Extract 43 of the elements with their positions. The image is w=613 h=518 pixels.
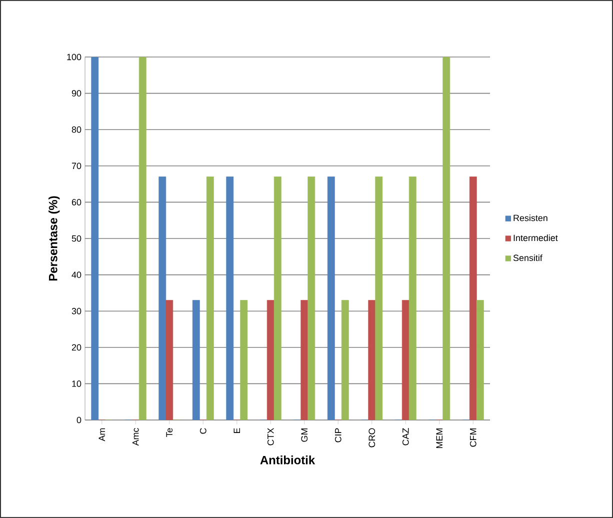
legend-label: Intermediet — [514, 234, 558, 242]
x-axis-title: Antibiotik — [260, 456, 316, 464]
y-tick-label: 90 — [72, 90, 82, 96]
y-tick-label: 60 — [72, 199, 82, 206]
bar — [158, 176, 166, 420]
bar — [274, 176, 282, 420]
bar — [240, 300, 248, 420]
x-tick-label: Amc — [132, 428, 139, 446]
y-tick-label: 40 — [72, 272, 82, 278]
x-tick-label: MEM — [436, 428, 442, 448]
y-tick-label: 10 — [72, 380, 82, 387]
x-tick-label: CAZ — [402, 428, 409, 446]
bar — [327, 176, 335, 420]
bar — [206, 176, 214, 420]
y-tick-label: 20 — [72, 344, 82, 351]
y-tick-label: 30 — [72, 308, 82, 314]
bar — [308, 176, 316, 420]
bar — [408, 176, 416, 420]
x-tick-label: Am — [98, 428, 105, 442]
y-tick-label: 50 — [72, 235, 82, 242]
x-tick-label: GM — [301, 428, 308, 442]
y-tick-label: 80 — [72, 126, 82, 133]
x-tick-label: CFM — [470, 428, 476, 447]
y-tick-label: 0 — [76, 416, 82, 424]
bar — [226, 176, 234, 420]
bar — [138, 56, 146, 420]
x-tick-label: CIP — [334, 428, 342, 442]
y-axis-title: Persentase (%) — [48, 196, 60, 281]
y-tick-label: 100 — [67, 54, 82, 60]
bar — [192, 300, 200, 420]
x-tick-label: C — [200, 428, 206, 434]
bar — [375, 176, 383, 420]
bar — [442, 56, 450, 420]
legend-label: Sensitif — [513, 254, 542, 262]
x-tick-label: CRO — [368, 428, 376, 448]
bar — [341, 300, 349, 420]
x-tick-label: Te — [166, 428, 173, 438]
bar — [476, 300, 484, 420]
bar — [91, 56, 99, 420]
y-tick-label: 70 — [72, 162, 82, 170]
x-tick-label: E — [234, 428, 240, 434]
x-tick-label: CTX — [267, 428, 274, 446]
legend-label: Resisten — [514, 214, 548, 222]
